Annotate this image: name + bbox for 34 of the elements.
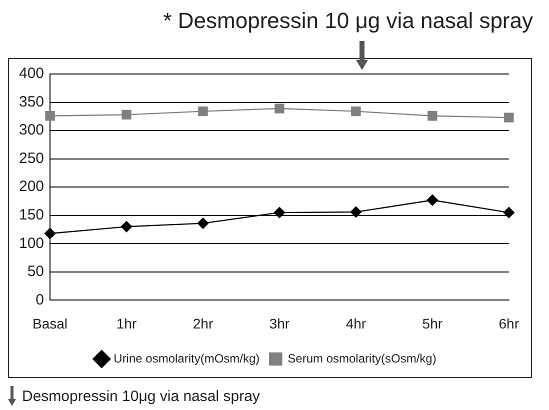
- x-tick-label: 5hr: [422, 315, 443, 332]
- y-tick-label: 300: [18, 122, 44, 139]
- point: [426, 194, 438, 206]
- point: [504, 112, 514, 122]
- y-tick-label: 350: [18, 93, 44, 110]
- x-tick-label: 4hr: [346, 315, 366, 332]
- y-tick-label: 100: [18, 234, 44, 252]
- point: [350, 206, 362, 218]
- y-tick-label: 150: [18, 206, 44, 224]
- point: [274, 206, 286, 218]
- point: [197, 218, 209, 229]
- text: Desmopressin 10μg via nasal spray: [22, 388, 260, 404]
- point: [122, 110, 132, 120]
- x-tick-label: 2hr: [192, 315, 214, 332]
- point: [45, 111, 55, 121]
- y-tick-label: 400: [18, 65, 44, 82]
- legend-label: Serum osmolarity(sOsm/kg): [288, 351, 436, 366]
- y-tick-label: 200: [18, 178, 44, 196]
- legend-label: Urine osmolarity(mOsm/kg): [114, 351, 260, 366]
- point: [428, 111, 438, 121]
- y-tick-label: 250: [18, 150, 44, 167]
- x-tick-label: 3hr: [269, 315, 290, 332]
- text: * Desmopressin 10 μg via nasal spray: [162, 8, 534, 35]
- point: [274, 104, 284, 114]
- x-tick-label: 6hr: [498, 315, 520, 332]
- point: [44, 228, 56, 240]
- x-tick-label: 1hr: [116, 315, 137, 332]
- y-tick-label: 50: [27, 263, 44, 280]
- y-tick-label: 0: [36, 291, 44, 308]
- point: [120, 221, 132, 232]
- point: [351, 106, 361, 116]
- point: [198, 106, 208, 116]
- x-tick-label: Basal: [32, 315, 68, 332]
- point: [503, 206, 514, 218]
